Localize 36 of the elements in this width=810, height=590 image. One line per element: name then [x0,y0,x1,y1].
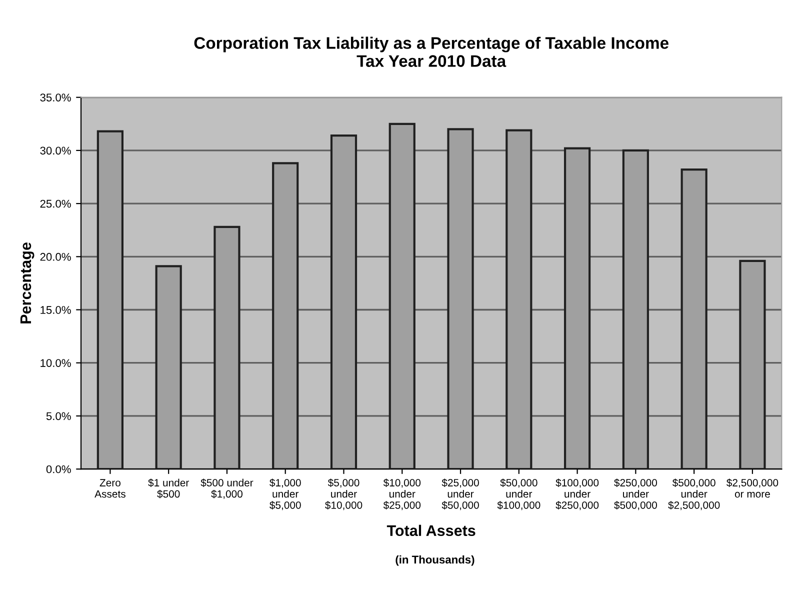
bar [506,129,532,470]
y-tick-label: 15.0% [40,306,71,314]
x-tick-label: $100,000 under $250,000 [556,478,599,510]
bar [96,130,124,470]
bar [447,128,474,470]
bar [155,265,182,470]
y-tick-label: 10.0% [40,359,71,367]
x-tick-label: $50,000 under $100,000 [497,478,540,510]
y-tick-label: 5.0% [46,412,71,420]
bar [680,168,708,470]
x-tick-label: $1 under $500 [148,478,189,498]
bar [330,134,358,470]
y-tick-label: 25.0% [40,200,71,208]
x-tick-label: $5,000 under $10,000 [325,478,362,510]
x-tick-label: $2,500,000 or more [726,478,778,498]
x-tick-label: Zero Assets [94,479,126,498]
x-tick-label: $500 under $1,000 [200,478,254,499]
text: (in Thousands) [396,555,474,566]
y-tick-label: 20.0% [40,252,71,261]
chart-title: Corporation Tax Liability as a Percentage of Taxable Income Tax Year 2010 Data [194,36,668,67]
x-tick-label: $1,000 under $5,000 [270,478,301,510]
x-tick-label: $250,000 under $500,000 [614,478,657,510]
y-tick-label: 0.0% [46,465,71,474]
x-tick-label: $10,000 under $25,000 [383,478,421,510]
y-tick-label: 30.0% [40,146,71,155]
bar [739,260,766,470]
bar [272,162,299,470]
x-tick-label: $500,000 under $2,500,000 [668,478,720,510]
bar [388,122,416,470]
y-tick-label: 35.0% [40,94,71,102]
x-axis-title: Total Assets [386,524,476,536]
x-tick-label: $25,000 under $50,000 [442,478,479,510]
bar [622,149,649,470]
y-axis-title: Percentage [20,242,34,324]
bar [564,147,591,470]
bar [214,226,240,470]
